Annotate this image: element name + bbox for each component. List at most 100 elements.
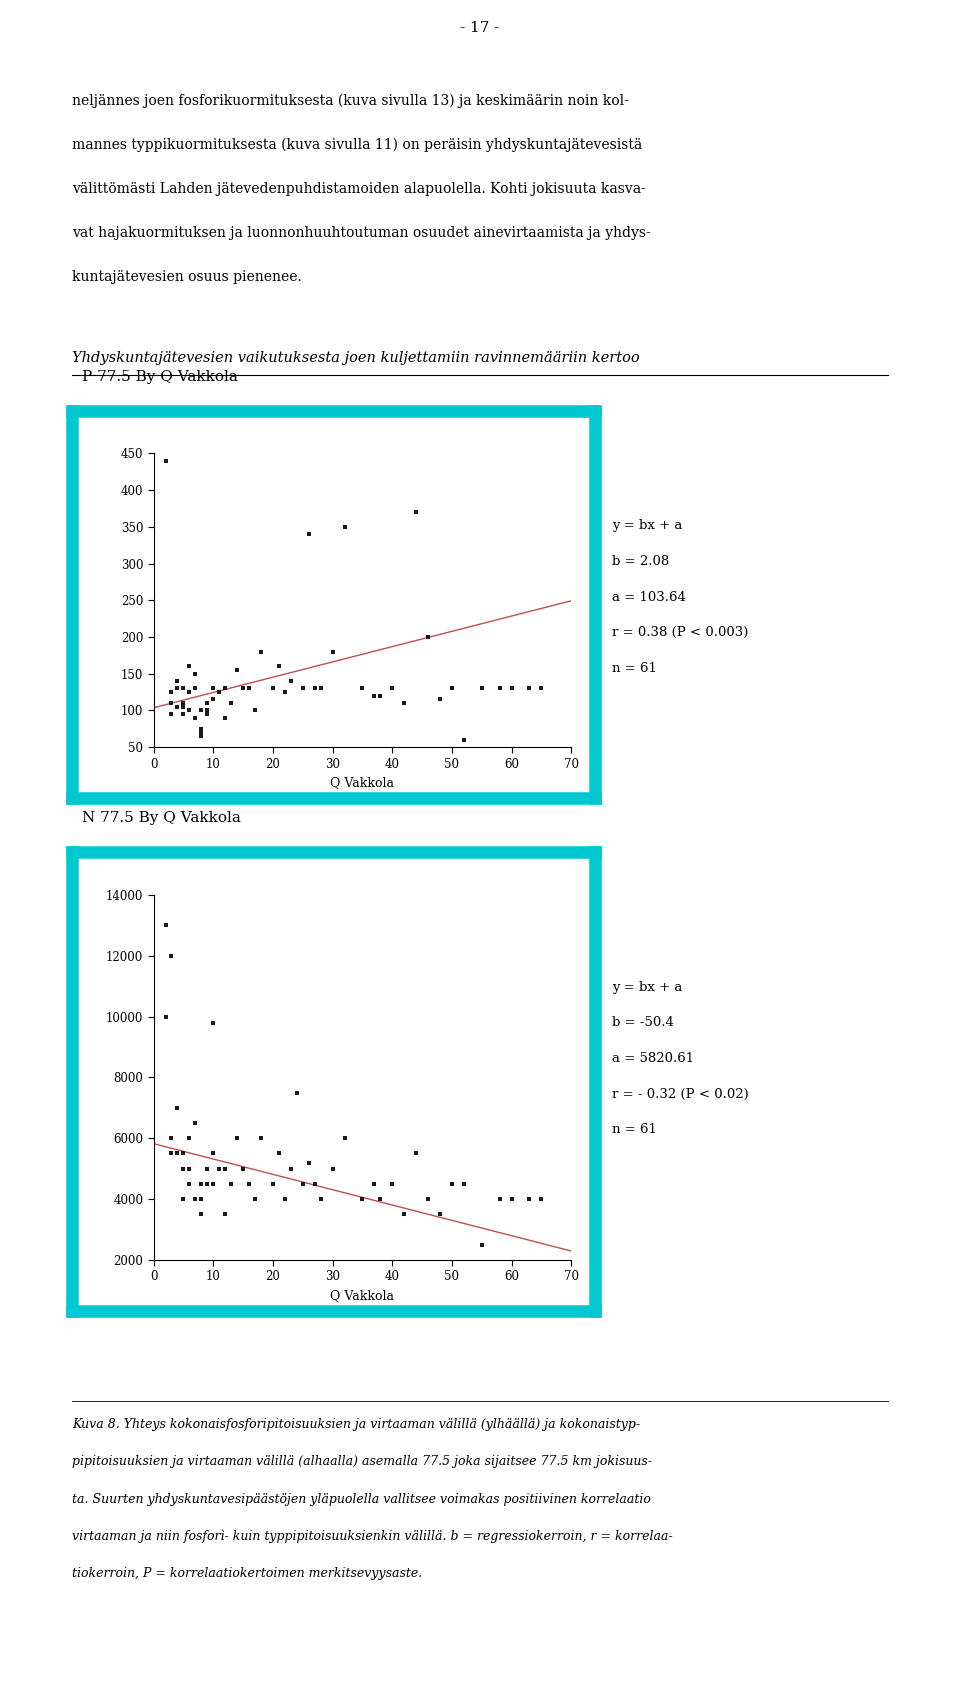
Point [200, 701, 215, 728]
Point [444, 1170, 460, 1197]
Point [521, 1185, 537, 1212]
Point [211, 1155, 227, 1182]
Point [248, 696, 263, 723]
Point [324, 1155, 340, 1182]
Point [157, 912, 173, 939]
Text: b = -50.4: b = -50.4 [612, 1017, 674, 1029]
Point [205, 1009, 221, 1036]
Point [164, 679, 180, 706]
Point [289, 1078, 304, 1105]
Text: b = 2.08: b = 2.08 [612, 555, 670, 567]
Point [372, 1185, 388, 1212]
Point [301, 1150, 317, 1177]
Point [313, 674, 328, 701]
Text: r = 0.38 (P < 0.003): r = 0.38 (P < 0.003) [612, 627, 749, 638]
Point [313, 1185, 328, 1212]
Point [396, 689, 412, 717]
Point [194, 715, 209, 742]
Point [534, 1185, 549, 1212]
Point [241, 1170, 256, 1197]
Point [277, 679, 293, 706]
X-axis label: Q Vakkola: Q Vakkola [330, 1289, 395, 1302]
Point [170, 674, 185, 701]
Text: a = 103.64: a = 103.64 [612, 591, 686, 603]
Point [367, 683, 382, 710]
Point [164, 942, 180, 970]
Point [224, 689, 239, 717]
Point [181, 1124, 197, 1151]
Point [420, 623, 436, 650]
Point [385, 1170, 400, 1197]
Point [271, 652, 286, 679]
Point [504, 674, 519, 701]
Point [194, 723, 209, 751]
Point [187, 674, 204, 701]
Point [200, 696, 215, 723]
Point [372, 683, 388, 710]
Point [224, 1170, 239, 1197]
X-axis label: Q Vakkola: Q Vakkola [330, 776, 395, 790]
Point [187, 1109, 204, 1136]
Point [324, 638, 340, 666]
Point [164, 1139, 180, 1167]
Point [420, 1185, 436, 1212]
Point [164, 689, 180, 717]
Point [176, 1185, 191, 1212]
Text: P 77.5 By Q Vakkola: P 77.5 By Q Vakkola [82, 370, 237, 384]
Point [248, 1185, 263, 1212]
Point [301, 521, 317, 548]
Text: n = 61: n = 61 [612, 662, 658, 674]
Point [205, 1139, 221, 1167]
Point [164, 701, 180, 728]
Point [271, 1139, 286, 1167]
Point [337, 513, 352, 540]
Point [444, 674, 460, 701]
Point [295, 1170, 310, 1197]
Point [265, 1170, 280, 1197]
Point [218, 705, 233, 732]
Point [474, 1231, 490, 1258]
Point [181, 696, 197, 723]
Point [181, 679, 197, 706]
Point [187, 1109, 204, 1136]
Text: tiokerroin, P = korrelaatiokertoimen merkitsevyysaste.: tiokerroin, P = korrelaatiokertoimen mer… [72, 1567, 422, 1581]
Point [354, 674, 370, 701]
Point [235, 1155, 251, 1182]
Point [176, 689, 191, 717]
Point [194, 1200, 209, 1228]
Point [181, 1155, 197, 1182]
Point [456, 1170, 471, 1197]
Point [396, 1200, 412, 1228]
Text: kuntajätevesien osuus pienenee.: kuntajätevesien osuus pienenee. [72, 270, 301, 284]
Point [205, 674, 221, 701]
Text: Yhdyskuntajätevesien vaikutuksesta joen kuljettamiin ravinnemääriin kertoo: Yhdyskuntajätevesien vaikutuksesta joen … [72, 351, 639, 365]
Point [211, 679, 227, 706]
Text: a = 5820.61: a = 5820.61 [612, 1053, 695, 1065]
Point [229, 657, 245, 684]
Point [194, 718, 209, 745]
Point [176, 693, 191, 720]
Text: n = 61: n = 61 [612, 1124, 658, 1136]
Point [253, 1124, 269, 1151]
Point [253, 638, 269, 666]
Point [408, 1139, 423, 1167]
Point [408, 499, 423, 526]
Point [200, 689, 215, 717]
Text: ta. Suurten yhdyskuntavesipäästöjen yläpuolella vallitsee voimakas positiivinen : ta. Suurten yhdyskuntavesipäästöjen yläp… [72, 1493, 651, 1506]
Text: r = - 0.32 (P < 0.02): r = - 0.32 (P < 0.02) [612, 1088, 749, 1100]
Point [176, 1155, 191, 1182]
Point [176, 1139, 191, 1167]
Text: y = bx + a: y = bx + a [612, 981, 683, 993]
Point [218, 674, 233, 701]
Point [181, 1170, 197, 1197]
Point [432, 1200, 447, 1228]
Point [307, 674, 323, 701]
Point [218, 1200, 233, 1228]
Point [200, 1155, 215, 1182]
Point [283, 667, 299, 694]
Point [235, 674, 251, 701]
Point [218, 1155, 233, 1182]
Point [504, 1185, 519, 1212]
Point [521, 674, 537, 701]
Point [277, 1185, 293, 1212]
